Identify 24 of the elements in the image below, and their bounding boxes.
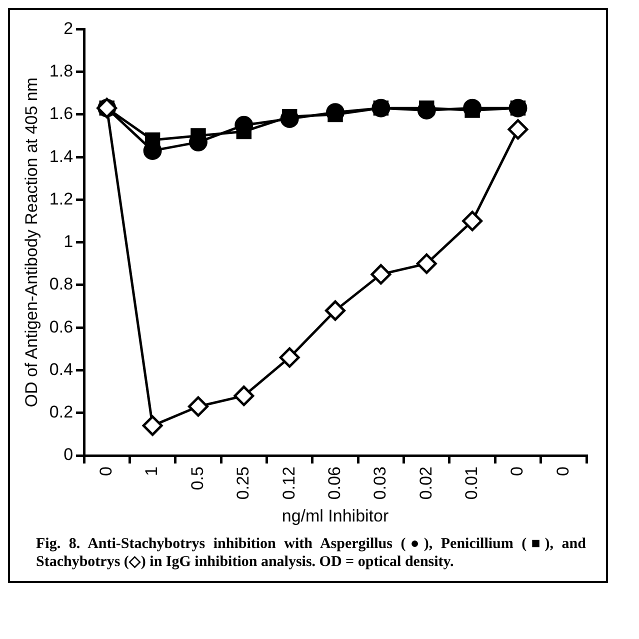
y-tick-label: 0.4	[49, 360, 74, 379]
x-tick-label: 0	[96, 466, 116, 476]
y-tick-label: 1.8	[49, 62, 74, 81]
y-tick-label: 0.6	[49, 317, 74, 336]
y-tick-label: 1.4	[49, 146, 74, 166]
x-tick-label: 0.06	[324, 466, 344, 500]
y-axis-title: OD of Antigen-Antibody Reaction at 405 nm	[22, 77, 41, 408]
x-tick-label: 0.25	[234, 466, 253, 500]
y-tick-label: 1.6	[49, 104, 74, 124]
caption: Fig. 8. Anti-Stachybotrys inhibition with Aspergillus (●), Penicillium (■), and Stachybotrys (◇) in IgG inhibition analysis. OD = optical density.	[36, 535, 586, 571]
x-axis-title: ng/ml Inhibitor	[282, 506, 389, 526]
x-tick-label: 0.01	[462, 466, 481, 500]
x-tick-label: 0.03	[370, 466, 390, 500]
y-tick-label: 1	[64, 232, 74, 252]
y-tick-label: 1.2	[49, 189, 74, 208]
x-tick-label: 0	[553, 466, 572, 476]
x-tick-label: 0	[508, 466, 527, 476]
y-tick-label: 0.2	[49, 402, 74, 422]
x-tick-label: 0.02	[416, 466, 436, 500]
x-tick-label: 1	[142, 466, 162, 476]
x-tick-label: 0.12	[279, 466, 298, 500]
y-tick-label: 0.8	[49, 274, 74, 294]
x-tick-label: 0.5	[188, 466, 207, 490]
y-tick-label: 2	[64, 18, 74, 38]
